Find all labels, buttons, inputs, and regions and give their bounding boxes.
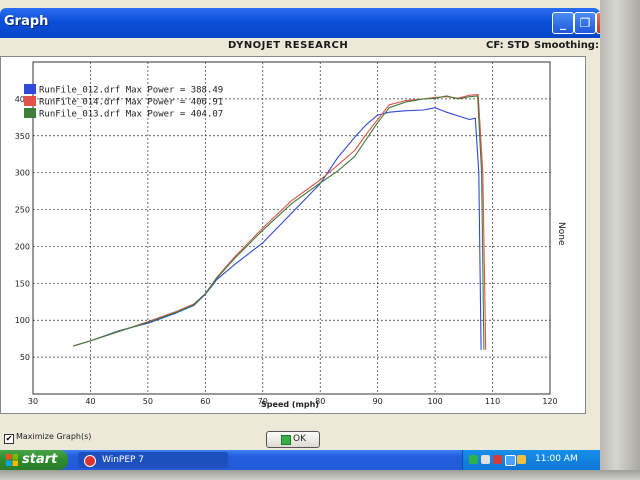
x-tick-label: 90	[373, 397, 383, 406]
usb-icon[interactable]	[505, 455, 516, 466]
monitor-bezel-bottom	[0, 470, 640, 480]
minimize-button[interactable]: _	[552, 12, 574, 34]
right-axis-label: None	[556, 222, 566, 246]
y-tick-label: 200	[15, 242, 30, 251]
taskbar-item-winpep[interactable]: WinPEP 7	[78, 452, 228, 468]
x-tick-label: 50	[143, 397, 153, 406]
chart-grid	[32, 61, 551, 395]
check-icon	[281, 435, 291, 445]
power-chart: 30 40 50 60 70 80 90 100 110 120 50 100 150 200 250 300…	[15, 61, 558, 409]
chart-ticks: 30 40 50 60 70 80 90 100 110 120 50 100 150 200 250 300…	[15, 95, 558, 406]
screen: Graph _ ❐ ✕ DYNOJET RESEARCH CF: STD Smo…	[0, 0, 600, 470]
notification-icon[interactable]	[517, 455, 526, 464]
title-bar[interactable]: Graph _ ❐ ✕	[0, 8, 600, 38]
clock: 11:00 AM	[535, 454, 578, 464]
winpep-icon	[84, 455, 96, 467]
x-tick-label: 80	[315, 397, 325, 406]
chart-legend: RunFile_012.drf Max Power = 388.49 RunFil…	[24, 84, 223, 120]
legend-swatch	[24, 84, 36, 94]
window-title: Graph	[4, 14, 49, 29]
legend-label: RunFile_013.drf Max Power = 404.07	[39, 110, 223, 120]
graph-header: DYNOJET RESEARCH CF: STD Smoothing: 5	[0, 38, 600, 56]
monitor-bezel	[600, 0, 640, 480]
taskbar: start WinPEP 7 11:00 AM	[0, 450, 600, 470]
x-tick-label: 110	[485, 397, 500, 406]
series-line-runfile-012-drf	[73, 107, 482, 350]
x-tick-label: 120	[542, 397, 557, 406]
legend-label: RunFile_012.drf Max Power = 388.49	[39, 86, 223, 96]
legend-swatch	[24, 108, 36, 118]
graph-panel	[0, 56, 586, 414]
company-label: DYNOJET RESEARCH	[228, 40, 349, 51]
y-tick-label: 50	[20, 353, 30, 362]
windows-flag-icon	[6, 454, 18, 466]
volume-icon[interactable]	[481, 455, 490, 464]
plot-frame	[32, 61, 551, 395]
restore-button[interactable]: ❐	[574, 12, 596, 34]
smoothing-label: Smoothing: 5	[534, 40, 600, 51]
system-tray: 11:00 AM	[462, 450, 600, 470]
network-icon[interactable]	[469, 455, 478, 464]
x-tick-label: 30	[28, 397, 38, 406]
chart-series	[73, 93, 487, 350]
close-button[interactable]: ✕	[596, 12, 600, 34]
x-tick-label: 70	[258, 397, 268, 406]
security-icon[interactable]	[493, 455, 502, 464]
correction-factor-label: CF: STD	[486, 40, 530, 51]
x-tick-label: 40	[85, 397, 95, 406]
maximize-checkbox[interactable]: ✔	[4, 434, 14, 444]
y-tick-label: 250	[15, 206, 30, 215]
start-button[interactable]: start	[0, 450, 68, 470]
series-line-runfile-014-drf	[73, 93, 487, 350]
x-axis-label: Speed (mph)	[261, 400, 319, 409]
taskbar-item-label: WinPEP 7	[102, 455, 145, 465]
y-tick-label: 100	[15, 316, 30, 325]
y-tick-label: 150	[15, 279, 30, 288]
legend-label: RunFile_014.drf Max Power = 406.91	[39, 98, 223, 108]
ok-label: OK	[293, 434, 306, 444]
ok-button[interactable]: OK	[266, 431, 320, 448]
maximize-graphs-option[interactable]: ✔ Maximize Graph(s)	[0, 432, 200, 446]
y-tick-label: 300	[15, 169, 30, 178]
x-tick-label: 100	[427, 397, 442, 406]
y-tick-label: 400	[15, 95, 30, 104]
y-tick-label: 350	[15, 132, 30, 141]
series-line-runfile-013-drf	[73, 95, 485, 350]
maximize-label: Maximize Graph(s)	[16, 432, 92, 441]
legend-swatch	[24, 96, 36, 106]
start-label: start	[22, 452, 58, 467]
x-tick-label: 60	[200, 397, 210, 406]
